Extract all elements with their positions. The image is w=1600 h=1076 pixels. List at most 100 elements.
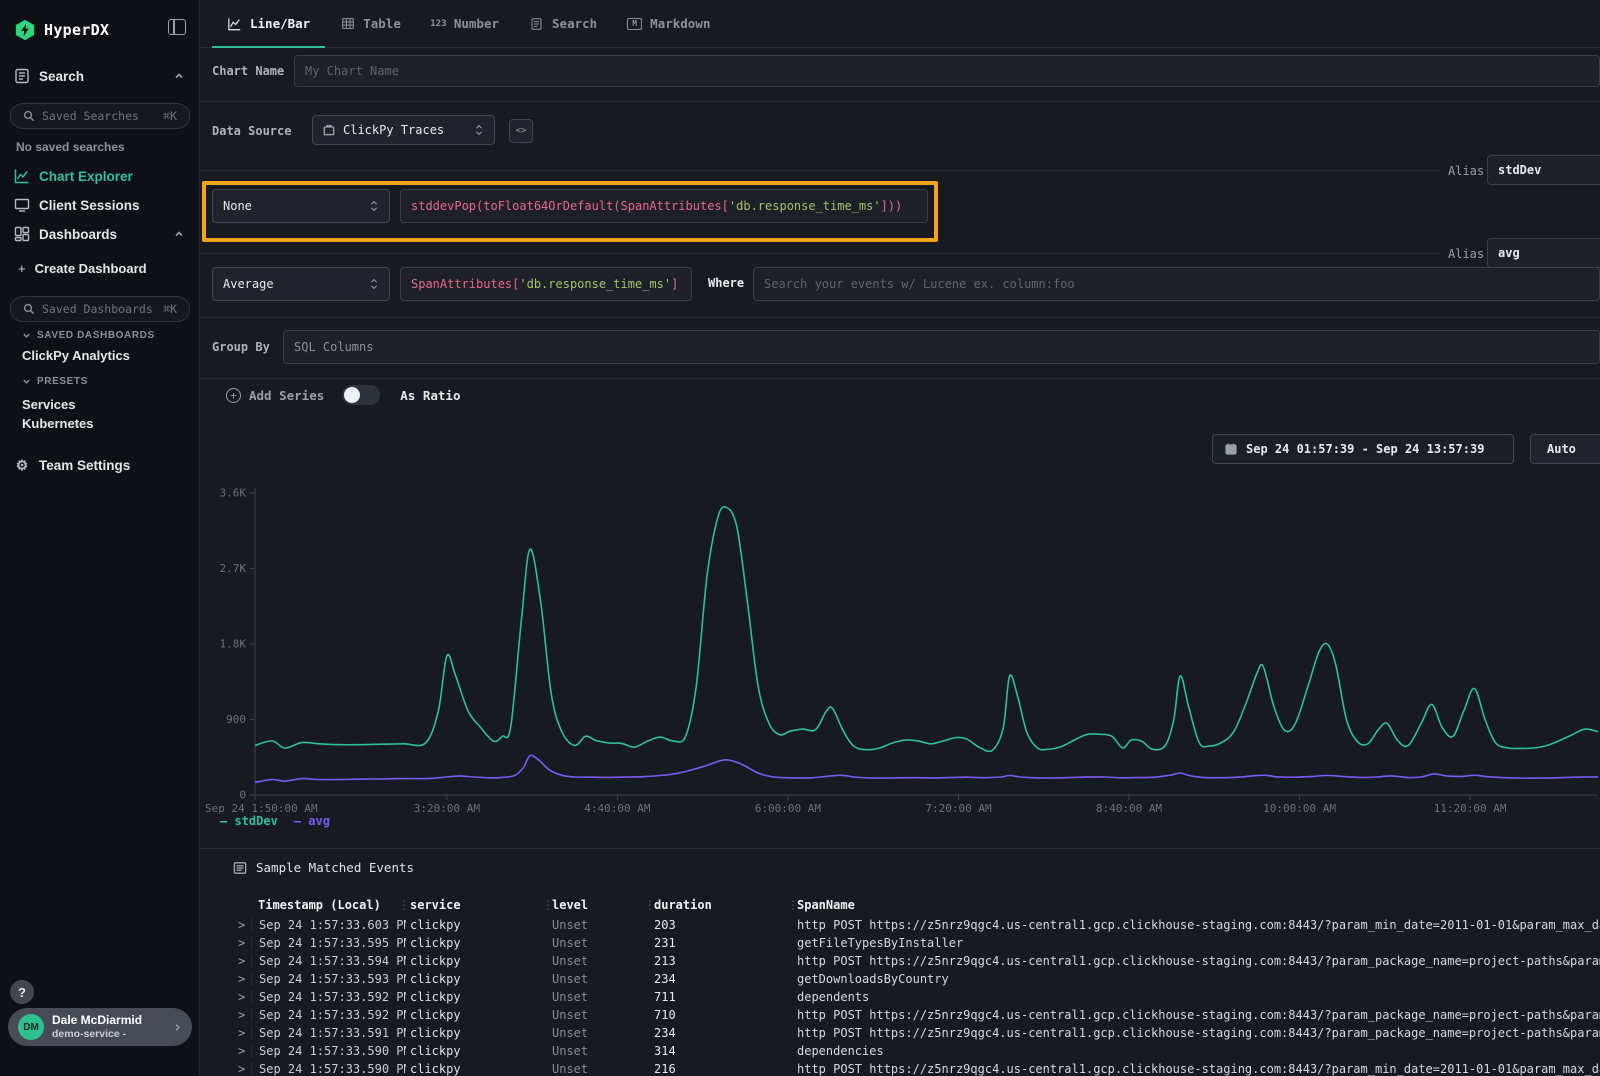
select-chevrons-icon xyxy=(369,277,379,291)
user-menu[interactable]: DM Dale McDiarmid demo-service - xyxy=(8,1008,192,1046)
sidebar-item-chart-explorer[interactable]: Chart Explorer xyxy=(14,168,186,184)
table-row[interactable]: >Sep 24 1:57:33.595 PMclickpyUnset231get… xyxy=(200,936,1600,954)
chevron-down-icon xyxy=(22,331,31,340)
sidebar-item-clickpy-analytics[interactable]: ClickPy Analytics xyxy=(22,348,130,363)
row-expand-icon[interactable]: > xyxy=(238,936,245,950)
svg-text:1.8K: 1.8K xyxy=(220,638,247,651)
chevron-up-icon[interactable] xyxy=(174,229,184,239)
data-source-select[interactable]: ClickPy Traces xyxy=(312,115,495,145)
row-expand-icon[interactable]: > xyxy=(238,1008,245,1022)
series-1-expression-input[interactable]: stddevPop(toFloat64OrDefault(SpanAttribu… xyxy=(400,189,928,223)
series-1-alias-input[interactable]: stdDev xyxy=(1487,155,1600,185)
column-header-service[interactable]: service xyxy=(410,898,461,912)
chart-name-input[interactable]: My Chart Name xyxy=(294,55,1600,87)
saved-dashboards-section[interactable]: SAVED DASHBOARDS xyxy=(22,330,155,341)
time-series-chart[interactable]: 09001.8K2.7K3.6KSep 24 1:50:00 AM3:20:00… xyxy=(200,470,1600,815)
sample-matched-events-header: Sample Matched Events xyxy=(233,860,414,875)
auto-label: Auto xyxy=(1547,442,1576,456)
legend-item-avg[interactable]: — avg xyxy=(294,814,330,828)
column-header-duration[interactable]: duration xyxy=(654,898,712,912)
column-header-timestamp[interactable]: Timestamp (Local) xyxy=(258,898,381,912)
cell-duration: 314 xyxy=(654,1044,792,1058)
cell-spanname: http POST https://z5nrz9qgc4.us-central1… xyxy=(797,918,1600,932)
tab-label: Markdown xyxy=(650,16,710,31)
table-row[interactable]: >Sep 24 1:57:33.594 PMclickpyUnset213htt… xyxy=(200,954,1600,972)
add-series-button[interactable]: + Add Series xyxy=(226,388,324,403)
cell-duration: 231 xyxy=(654,936,792,950)
sql-editor-toggle-button[interactable]: <> xyxy=(509,119,533,143)
tab-markdown[interactable]: M Markdown xyxy=(612,0,725,47)
cell-timestamp: Sep 24 1:57:33.591 PM xyxy=(251,1026,406,1040)
cell-timestamp: Sep 24 1:57:33.592 PM xyxy=(251,990,406,1004)
sidebar-item-search[interactable]: Search xyxy=(14,68,186,84)
legend-item-stdDev[interactable]: — stdDev xyxy=(220,814,278,828)
auto-refresh-button[interactable]: Auto xyxy=(1530,434,1600,464)
expression-code: ])) xyxy=(881,199,903,213)
presets-section[interactable]: PRESETS xyxy=(22,376,88,387)
row-expand-icon[interactable]: > xyxy=(238,1062,245,1076)
sidebar-collapse-icon[interactable] xyxy=(168,19,186,35)
saved-searches-placeholder: Saved Searches xyxy=(42,109,139,123)
database-icon xyxy=(323,124,335,136)
row-expand-icon[interactable]: > xyxy=(238,1026,245,1040)
table-row[interactable]: >Sep 24 1:57:33.590 PMclickpyUnset314dep… xyxy=(200,1044,1600,1062)
column-header-level[interactable]: level xyxy=(552,898,588,912)
help-button[interactable]: ? xyxy=(10,980,34,1004)
app-title: HyperDX xyxy=(44,21,109,39)
where-search-input[interactable]: Search your events w/ Lucene ex. column:… xyxy=(753,267,1600,301)
saved-searches-input[interactable]: Saved Searches ⌘K xyxy=(10,103,190,129)
tab-line-bar[interactable]: Line/Bar xyxy=(212,0,325,47)
series-1-alias-value: stdDev xyxy=(1498,163,1541,177)
cell-duration: 216 xyxy=(654,1062,792,1076)
table-icon xyxy=(341,17,355,30)
cell-duration: 213 xyxy=(654,954,792,968)
series-2-field-input[interactable]: SpanAttributes['db.response_time_ms'] xyxy=(400,267,692,301)
search-list-icon xyxy=(14,68,30,84)
cell-spanname: http POST https://z5nrz9qgc4.us-central1… xyxy=(797,1062,1600,1076)
table-row[interactable]: >Sep 24 1:57:33.592 PMclickpyUnset710htt… xyxy=(200,1008,1600,1026)
table-row[interactable]: >Sep 24 1:57:33.593 PMclickpyUnset234get… xyxy=(200,972,1600,990)
sidebar-item-client-sessions[interactable]: Client Sessions xyxy=(14,197,186,213)
sidebar-item-kubernetes[interactable]: Kubernetes xyxy=(22,416,94,431)
line-chart-icon xyxy=(227,17,242,31)
cell-timestamp: Sep 24 1:57:33.590 PM xyxy=(251,1044,406,1058)
series-2-aggregation-select[interactable]: Average xyxy=(212,267,390,301)
svg-text:900: 900 xyxy=(226,713,246,726)
time-range-value: Sep 24 01:57:39 - Sep 24 13:57:39 xyxy=(1246,442,1484,456)
chart-name-label: Chart Name xyxy=(212,64,284,78)
cell-level: Unset xyxy=(552,936,648,950)
cell-level: Unset xyxy=(552,918,648,932)
row-expand-icon[interactable]: > xyxy=(238,1044,245,1058)
document-icon xyxy=(530,17,543,31)
sidebar-item-services[interactable]: Services xyxy=(22,397,76,412)
chevron-up-icon[interactable] xyxy=(174,71,184,81)
cell-service: clickpy xyxy=(410,972,548,986)
tab-table[interactable]: Table xyxy=(325,0,416,47)
tab-search[interactable]: Search xyxy=(514,0,612,47)
column-resize-handle[interactable]: ⋮ xyxy=(398,898,410,912)
column-header-spanname[interactable]: SpanName xyxy=(797,898,855,912)
tab-number[interactable]: 123 Number xyxy=(416,0,514,47)
row-expand-icon[interactable]: > xyxy=(238,954,245,968)
series-2-alias-input[interactable]: avg xyxy=(1487,238,1600,268)
create-dashboard-button[interactable]: + Create Dashboard xyxy=(18,261,147,276)
row-expand-icon[interactable]: > xyxy=(238,918,245,932)
row-expand-icon[interactable]: > xyxy=(238,990,245,1004)
table-row[interactable]: >Sep 24 1:57:33.592 PMclickpyUnset711dep… xyxy=(200,990,1600,1008)
svg-text:2.7K: 2.7K xyxy=(220,562,247,575)
table-row[interactable]: >Sep 24 1:57:33.590 PMclickpyUnset216htt… xyxy=(200,1062,1600,1076)
sidebar-item-label: Chart Explorer xyxy=(39,169,133,184)
cell-level: Unset xyxy=(552,1062,648,1076)
series-1-aggregation-select[interactable]: None xyxy=(212,189,390,223)
table-row[interactable]: >Sep 24 1:57:33.591 PMclickpyUnset234htt… xyxy=(200,1026,1600,1044)
sidebar-item-dashboards[interactable]: Dashboards xyxy=(14,226,186,242)
sidebar-item-team-settings[interactable]: ⚙ Team Settings xyxy=(14,457,186,473)
sidebar: HyperDX Search Saved Searches ⌘K No save… xyxy=(0,0,200,1076)
as-ratio-toggle[interactable] xyxy=(342,385,380,405)
row-expand-icon[interactable]: > xyxy=(238,972,245,986)
group-by-input[interactable]: SQL Columns xyxy=(283,330,1600,364)
table-row[interactable]: >Sep 24 1:57:33.603 PMclickpyUnset203htt… xyxy=(200,918,1600,936)
time-range-picker[interactable]: Sep 24 01:57:39 - Sep 24 13:57:39 xyxy=(1212,434,1514,464)
user-name: Dale McDiarmid xyxy=(52,1014,142,1028)
saved-dashboards-input[interactable]: Saved Dashboards ⌘K xyxy=(10,296,190,322)
